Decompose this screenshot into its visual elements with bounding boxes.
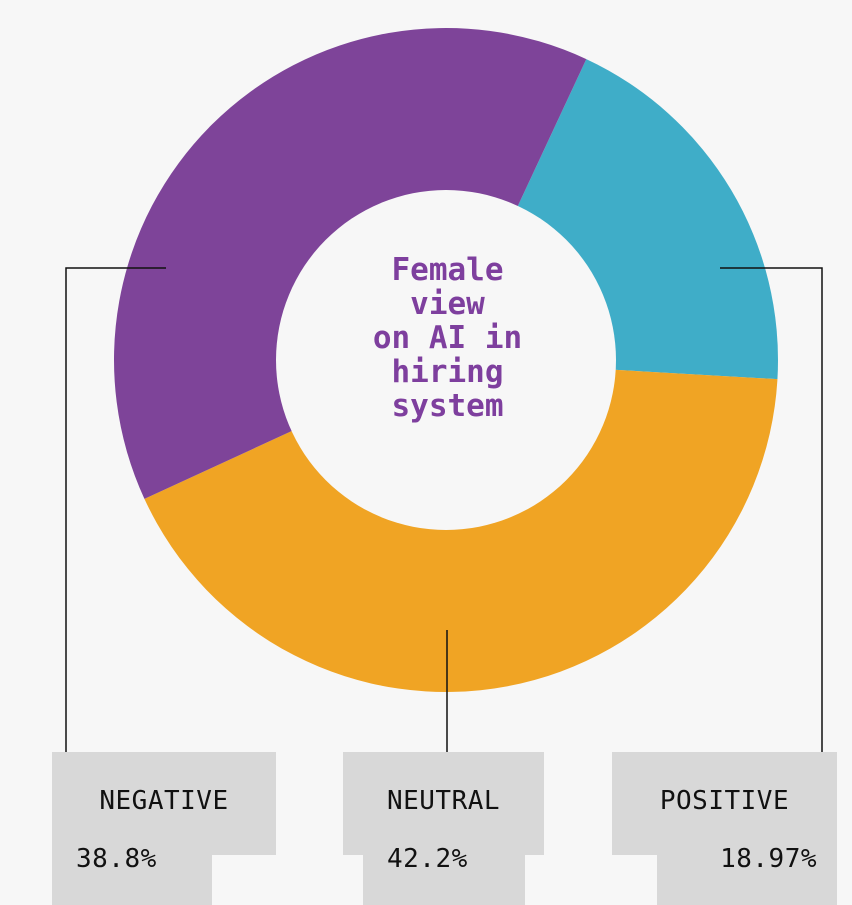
slice-label-positive: POSITIVE: [659, 786, 790, 816]
leader-lines: [65, 267, 823, 752]
value-box-positive: 18.97%: [657, 844, 837, 905]
slice-label-negative: NEGATIVE: [99, 786, 229, 816]
slice-value-positive: 18.97%: [720, 844, 817, 874]
leader-line-negative: [65, 267, 166, 752]
value-box-negative: 38.8%: [52, 844, 212, 905]
label-box-notch-neutral-left: [343, 855, 363, 905]
label-box-notch-negative: [212, 855, 276, 905]
slice-value-negative: 38.8%: [76, 844, 157, 874]
slice-value-neutral: 42.2%: [387, 844, 468, 874]
label-box-notch-neutral-right: [525, 855, 544, 905]
chart-title: Female view on AI in hiring system: [372, 252, 523, 424]
label-box-notch-positive: [612, 855, 657, 905]
donut-hole: [276, 190, 616, 530]
leader-line-positive: [720, 267, 823, 752]
value-box-neutral: 42.2%: [363, 844, 525, 905]
slice-label-neutral: NEUTRAL: [386, 786, 501, 816]
